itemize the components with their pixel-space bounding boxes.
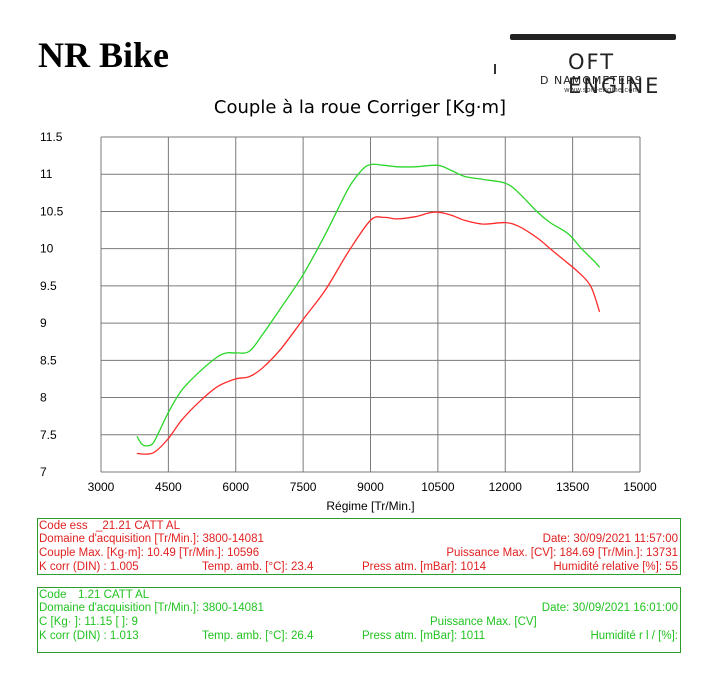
run2-puissance-max: Puissance Max. [CV] [430,616,537,628]
run1-press-atm: Press atm. [mBar]: 1014 [362,561,486,573]
x-axis-label: Régime [Tr/Min.] [326,499,414,513]
series-line-run-2 [136,163,601,447]
y-tick-label: 7 [40,465,47,479]
y-tick-label: 11.5 [40,130,63,144]
run1-humidite: Humidité relative [%]: 55 [553,561,678,573]
soft-engine-logo: OFT ENGINE D NAMOMETERS www.soft-engine.… [492,30,692,100]
run2-date: Date: 30/09/2021 16:01:00 [541,602,678,614]
x-tick-label: 10500 [421,480,455,494]
run1-code-value: _21.21 CATT AL [96,520,180,532]
run2-code-label: Code [39,589,67,601]
run1-code-label: Code ess [39,520,88,532]
chart-title: Couple à la roue Corriger [Kg·m] [213,97,507,118]
torque-chart: 3000 4500 6000 7500 9000 10500 12000 13500 15000… [40,130,657,513]
logo-swoosh-bar [510,34,676,40]
run2-domaine: Domaine d'acquisition [Tr/Min.]: 3800-14… [39,602,264,614]
run1-domaine: Domaine d'acquisition [Tr/Min.]: 3800-14… [39,533,264,545]
logo-name: OFT ENGINE [568,50,661,98]
y-tick-label: 8.5 [40,353,57,367]
run1-couple-max: Couple Max. [Kg·m]: 10.49 [Tr/Min.]: 105… [39,547,260,559]
y-tick-label: 11 [40,167,53,181]
run2-press-atm: Press atm. [mBar]: 1011 [362,630,486,642]
run-info-box-1: Code ess _21.21 CATT AL Domaine d'acquis… [37,518,681,575]
y-tick-label: 10 [40,242,54,256]
logo-subtitle: D NAMOMETERS [540,74,643,87]
x-tick-label: 6000 [222,480,249,494]
run2-couple-max: C [Kg· ]: 11.15 [ ]: 9 [39,616,138,628]
x-tick-label: 7500 [290,480,317,494]
run2-k-corr: K corr (DIN) : 1.013 [39,630,139,642]
x-tick-label: 13500 [556,480,590,494]
chart-grid [100,136,641,473]
x-tick-label: 4500 [155,480,182,494]
x-tick-label: 9000 [357,480,384,494]
run1-k-corr: K corr (DIN) : 1.005 [39,561,139,573]
run1-puissance-max: Puissance Max. [CV]: 184.69 [Tr/Min.]: 1… [446,547,678,559]
y-tick-label: 10.5 [40,204,64,218]
logo-tick-mark [494,64,496,74]
series-line-run-1 [136,211,601,455]
run2-humidite: Humidité r l / [%]: [590,630,678,642]
chart-series [136,163,601,455]
run2-code-value: 1.21 CATT AL [78,589,150,601]
run2-temp-amb: Temp. amb. [°C]: 26.4 [202,630,314,642]
y-tick-label: 9 [40,316,47,330]
x-tick-label: 12000 [489,480,523,494]
y-tick-label: 8 [40,391,47,405]
y-tick-label: 7.5 [40,428,57,442]
run1-date: Date: 30/09/2021 11:57:00 [542,533,678,545]
run-info-box-2: Code 1.21 CATT AL Domaine d'acquisition … [37,587,681,653]
y-tick-label: 9.5 [40,279,57,293]
logo-url: www.soft-engine.com [564,86,640,94]
chart-tick-labels: 3000 4500 6000 7500 9000 10500 12000 13500 15000… [40,130,657,494]
x-tick-label: 15000 [623,480,657,494]
brand-title: NR Bike [38,35,170,75]
x-tick-label: 3000 [88,480,115,494]
run1-temp-amb: Temp. amb. [°C]: 23.4 [202,561,314,573]
